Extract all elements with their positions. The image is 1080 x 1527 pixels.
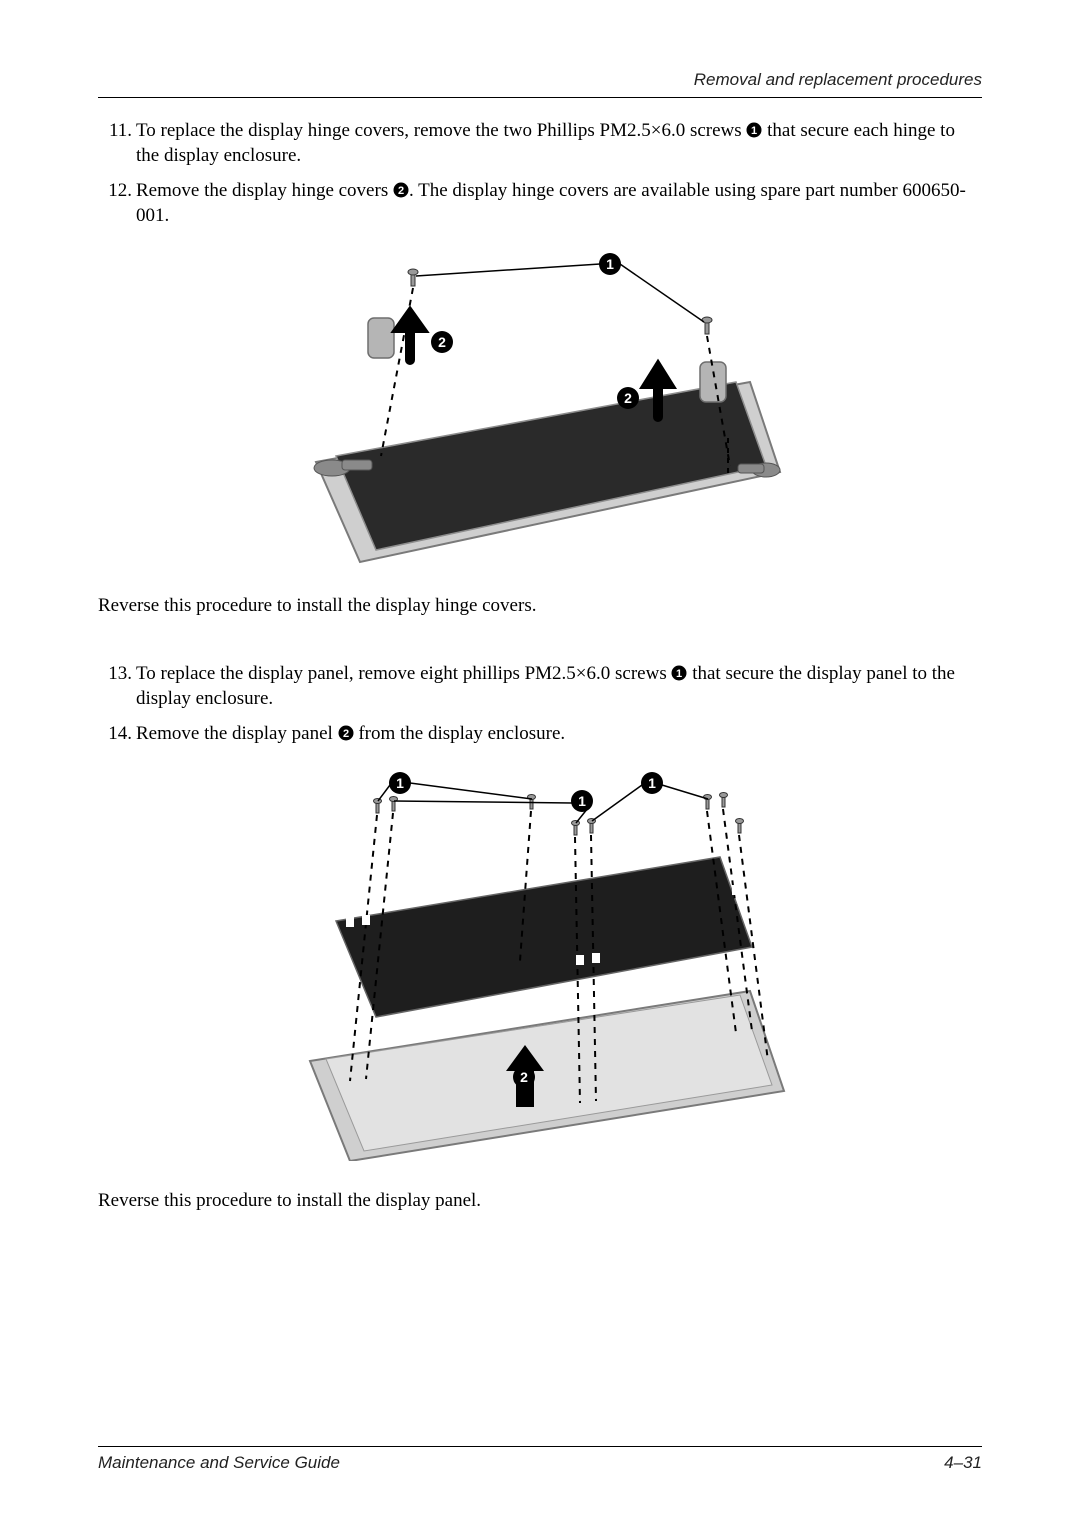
step-14: 14. Remove the display panel 2 from the … <box>98 721 982 746</box>
callout-bullet-2: 2 <box>393 182 409 202</box>
step-list-a: 11. To replace the display hinge covers,… <box>98 118 982 228</box>
svg-text:1: 1 <box>578 793 586 809</box>
svg-text:1: 1 <box>648 775 656 791</box>
screw-left <box>408 269 418 286</box>
header-section-title: Removal and replacement procedures <box>694 70 982 90</box>
callout-1c: 1 <box>641 772 663 794</box>
step-11: 11. To replace the display hinge covers,… <box>98 118 982 168</box>
step-text: To replace the display hinge covers, rem… <box>136 120 746 141</box>
svg-text:1: 1 <box>676 668 682 680</box>
display-panel <box>336 382 766 550</box>
step-text: Remove the display panel <box>136 723 338 744</box>
callout-leader <box>416 264 600 276</box>
callout-1: 1 <box>599 253 621 275</box>
screw-right <box>702 317 712 334</box>
step-12: 12. Remove the display hinge covers 2. T… <box>98 178 982 228</box>
step-number: 11. <box>98 118 132 143</box>
callout-1b: 1 <box>571 790 593 812</box>
page: Removal and replacement procedures 11. T… <box>0 0 1080 1527</box>
svg-text:1: 1 <box>396 775 404 791</box>
step-text: Remove the display hinge covers <box>136 180 393 201</box>
reverse-paragraph-a: Reverse this procedure to install the di… <box>98 595 982 617</box>
display-panel-top <box>336 857 752 1017</box>
step-text: To replace the display panel, remove eig… <box>136 663 671 684</box>
callout-leader <box>620 264 704 322</box>
callout-bullet-1: 1 <box>671 665 687 685</box>
step-number: 14. <box>98 721 132 746</box>
svg-text:2: 2 <box>624 390 632 406</box>
svg-text:1: 1 <box>751 125 757 137</box>
step-13: 13. To replace the display panel, remove… <box>98 661 982 711</box>
left-hinge-cover <box>368 314 420 360</box>
callout-bullet-2: 2 <box>338 725 354 745</box>
footer-rule <box>98 1446 982 1447</box>
svg-text:2: 2 <box>520 1069 528 1085</box>
reverse-paragraph-b: Reverse this procedure to install the di… <box>98 1190 982 1212</box>
callout-2b: 2 <box>617 387 639 409</box>
header-rule <box>98 97 982 98</box>
callout-2a: 2 <box>431 331 453 353</box>
svg-text:1: 1 <box>606 256 614 272</box>
figure-display-panel: 1 1 1 2 <box>98 761 982 1166</box>
dash-line <box>381 288 413 456</box>
screws <box>374 792 744 835</box>
figure-hinge-covers: 1 2 2 <box>98 242 982 577</box>
callout-bullet-1: 1 <box>746 122 762 142</box>
step-text-after: from the display enclosure. <box>354 723 566 744</box>
footer-page-number: 4–31 <box>944 1453 982 1473</box>
svg-text:2: 2 <box>398 185 404 197</box>
step-number: 13. <box>98 661 132 686</box>
svg-text:2: 2 <box>438 334 446 350</box>
footer-doc-title: Maintenance and Service Guide <box>98 1453 340 1473</box>
callout-2: 2 <box>513 1066 535 1088</box>
svg-text:2: 2 <box>343 728 349 740</box>
content-area: 11. To replace the display hinge covers,… <box>98 118 982 1256</box>
step-number: 12. <box>98 178 132 203</box>
step-list-b: 13. To replace the display panel, remove… <box>98 661 982 746</box>
callout-1a: 1 <box>389 772 411 794</box>
